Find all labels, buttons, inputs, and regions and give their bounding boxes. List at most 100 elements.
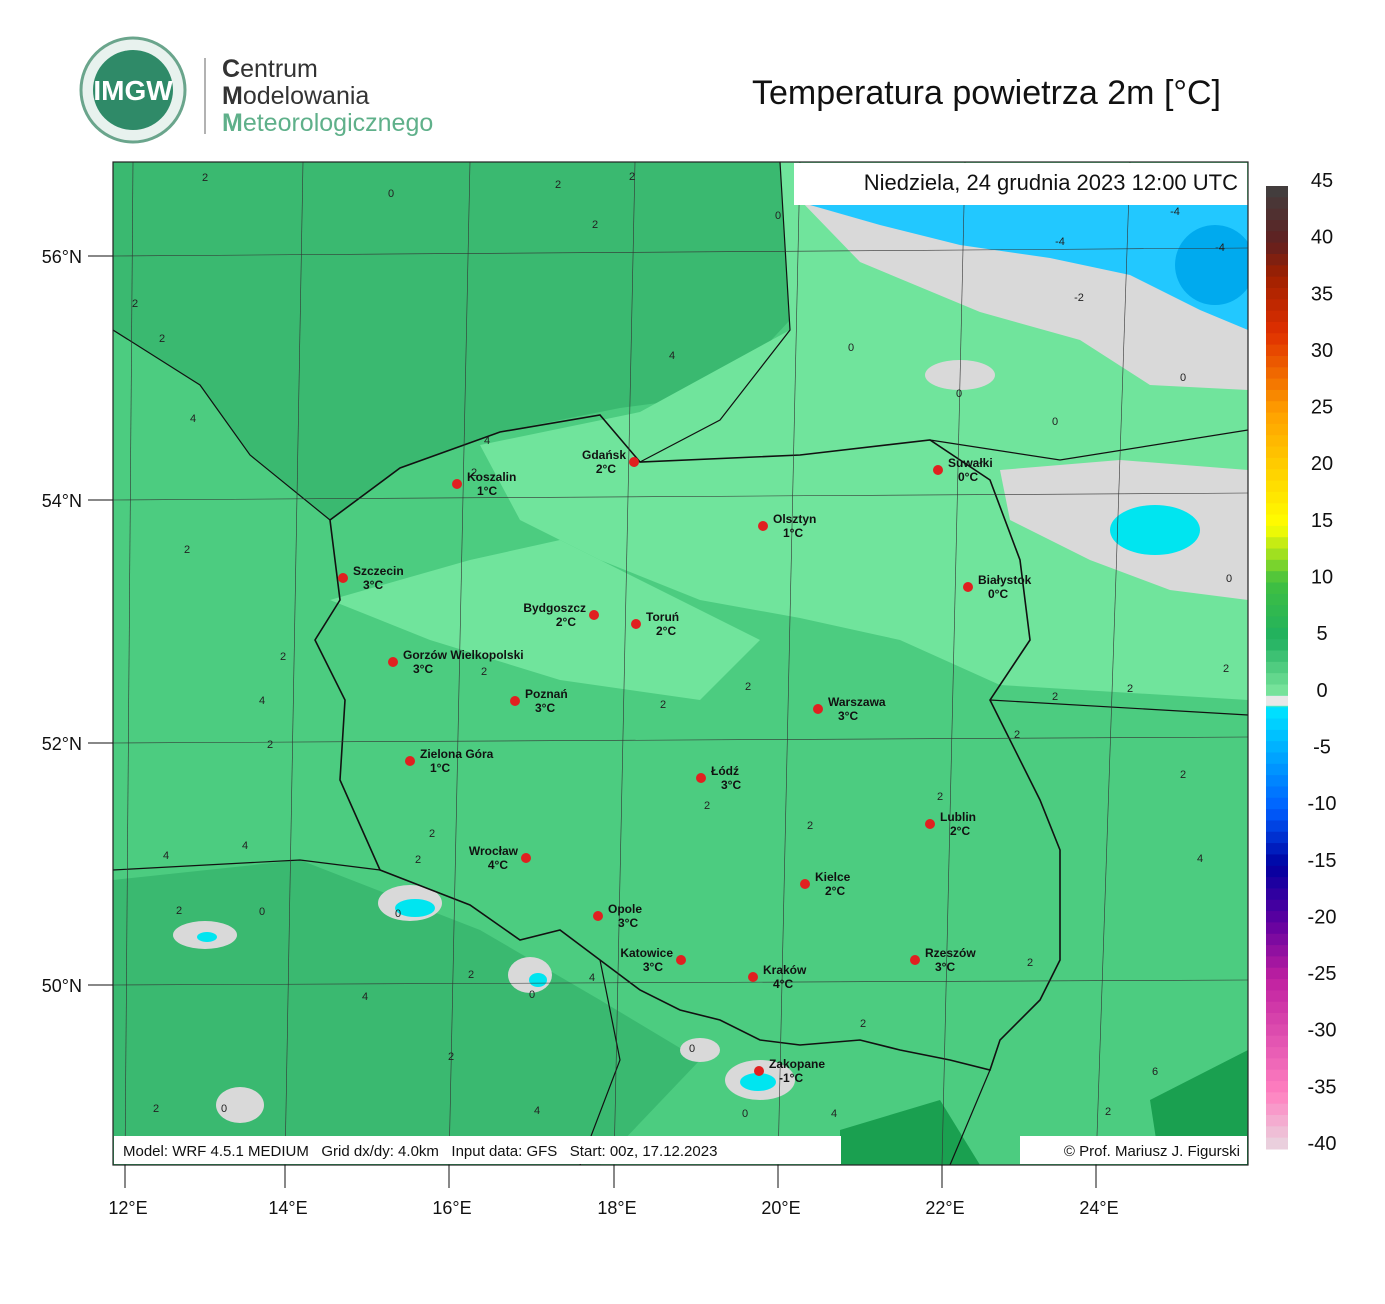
- colorbar-label: 45: [1311, 170, 1333, 192]
- contour-label: 2: [629, 171, 635, 183]
- colorbar-band: [1266, 582, 1288, 595]
- colorbar-band: [1266, 1069, 1288, 1082]
- colorbar-band: [1266, 593, 1288, 606]
- contour-label: 2: [153, 1103, 159, 1115]
- contour-label: 2: [1105, 1106, 1111, 1118]
- colorbar-band: [1266, 752, 1288, 765]
- colorbar-band: [1266, 571, 1288, 584]
- city-marker: [800, 879, 810, 889]
- city-marker: [963, 582, 973, 592]
- city-marker: [405, 756, 415, 766]
- contour-label: 2: [202, 172, 208, 184]
- colorbar-band: [1266, 786, 1288, 799]
- city-temp: 3°C: [643, 960, 663, 974]
- colorbar-band: [1266, 469, 1288, 482]
- contour-label: 2: [184, 544, 190, 556]
- colorbar-label: -35: [1308, 1076, 1337, 1098]
- contour-label: 2: [132, 298, 138, 310]
- colorbar-band: [1266, 639, 1288, 652]
- colorbar-band: [1266, 333, 1288, 346]
- contour-label: 4: [362, 991, 368, 1003]
- colorbar-label: 25: [1311, 397, 1333, 419]
- contour-label: 0: [1052, 416, 1058, 428]
- city-marker: [910, 955, 920, 965]
- contour-label: 2: [471, 467, 477, 479]
- colorbar-band: [1266, 310, 1288, 323]
- city-temp: 2°C: [596, 462, 616, 476]
- colorbar-band: [1266, 1013, 1288, 1025]
- colorbar-band: [1266, 605, 1288, 618]
- contour-label: 0: [775, 210, 781, 222]
- contour-label: 2: [448, 1051, 454, 1063]
- city-name: Olsztyn: [773, 512, 816, 526]
- city-temp: 3°C: [535, 701, 555, 715]
- lat-label: 54°N: [42, 491, 82, 511]
- colorbar-band: [1266, 888, 1288, 901]
- city-temp: 3°C: [721, 778, 741, 792]
- contour-label: -4: [1170, 206, 1180, 218]
- contour-label: 2: [745, 681, 751, 693]
- city-name: Szczecin: [353, 564, 404, 578]
- city-marker: [631, 619, 641, 629]
- colorbar-band: [1266, 344, 1288, 357]
- colorbar-band: [1266, 491, 1288, 504]
- colorbar-band: [1266, 854, 1288, 867]
- contour-label: 4: [190, 413, 196, 425]
- contour-label: 2: [1027, 957, 1033, 969]
- city-temp: 2°C: [556, 615, 576, 629]
- colorbar-label: -30: [1308, 1020, 1337, 1042]
- colorbar-band: [1266, 514, 1288, 527]
- colorbar-band: [1266, 197, 1288, 210]
- contour-label: 0: [1180, 372, 1186, 384]
- colorbar-band: [1266, 650, 1288, 663]
- colorbar-band: [1266, 775, 1288, 787]
- contour-label: 2: [937, 791, 943, 803]
- contour-label: 4: [669, 350, 675, 362]
- city-marker: [452, 479, 462, 489]
- contour-label: 0: [689, 1043, 695, 1055]
- colorbar-band: [1266, 1092, 1288, 1105]
- colorbar-band: [1266, 265, 1288, 278]
- city-marker: [676, 955, 686, 965]
- colorbar-band: [1266, 684, 1288, 697]
- contour-label: -4: [1055, 236, 1065, 248]
- colorbar-label: 35: [1311, 283, 1333, 305]
- city-marker: [589, 610, 599, 620]
- contour-label: 4: [163, 850, 169, 862]
- contour-label: 4: [534, 1105, 540, 1117]
- colorbar-band: [1266, 276, 1288, 289]
- city-marker: [388, 657, 398, 667]
- city-marker: [629, 457, 639, 467]
- lon-label: 22°E: [925, 1198, 964, 1218]
- city-name: Koszalin: [467, 470, 516, 484]
- city-temp: 3°C: [935, 960, 955, 974]
- colorbar-band: [1266, 186, 1288, 198]
- colorbar-band: [1266, 208, 1288, 221]
- colorbar-band: [1266, 729, 1288, 742]
- lat-label: 52°N: [42, 734, 82, 754]
- colorbar-band: [1266, 457, 1288, 470]
- colorbar-band: [1266, 979, 1288, 991]
- city-temp: 3°C: [413, 662, 433, 676]
- colorbar-band: [1266, 253, 1288, 266]
- colorbar-band: [1266, 911, 1288, 923]
- city-marker: [510, 696, 520, 706]
- city-name: Warszawa: [828, 695, 886, 709]
- colorbar-band: [1266, 287, 1288, 300]
- colorbar-band: [1266, 367, 1288, 380]
- city-marker: [593, 911, 603, 921]
- lon-label: 18°E: [597, 1198, 636, 1218]
- contour-label: 2: [1127, 683, 1133, 695]
- colorbar-label: -25: [1308, 963, 1337, 985]
- colorbar-band: [1266, 899, 1288, 912]
- contour-label: 2: [660, 699, 666, 711]
- city-name: Gdańsk: [582, 448, 626, 462]
- city-temp: 3°C: [363, 578, 383, 592]
- colorbar-band: [1266, 627, 1288, 640]
- city-temp: 3°C: [618, 916, 638, 930]
- city-marker: [925, 819, 935, 829]
- colorbar-band: [1266, 831, 1288, 844]
- colorbar-band: [1266, 559, 1288, 572]
- contour-label: 0: [388, 188, 394, 200]
